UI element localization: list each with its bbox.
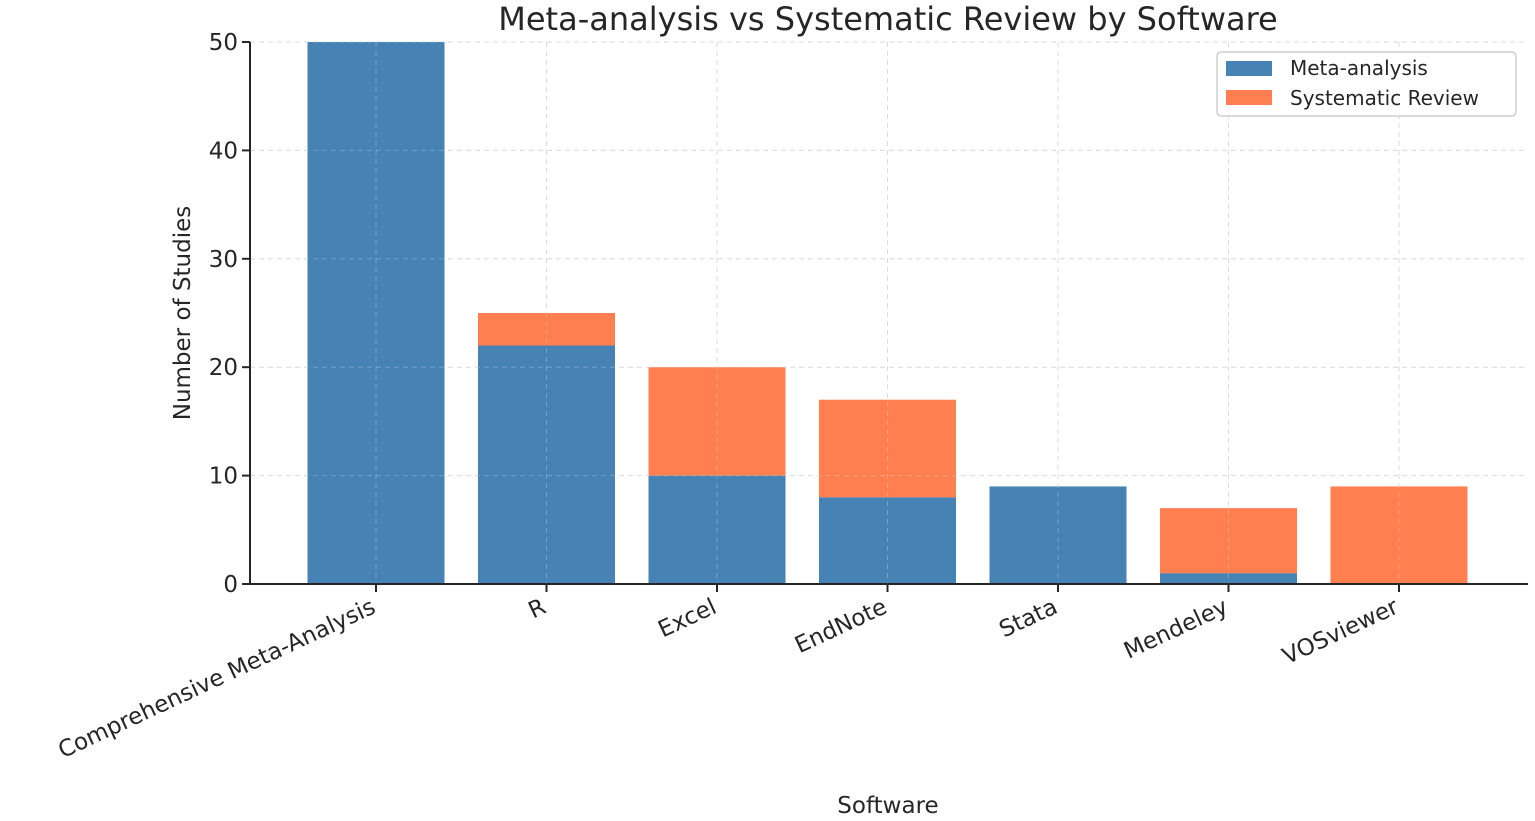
bar-meta-analysis <box>648 475 786 584</box>
x-tick-label: Comprehensive Meta-Analysis <box>54 594 379 764</box>
x-tick-label: Excel <box>654 594 720 643</box>
bar-systematic-review <box>819 399 956 498</box>
x-tick-label: Stata <box>995 594 1061 643</box>
chart-title: Meta-analysis vs Systematic Review by So… <box>498 0 1277 38</box>
y-tick-label: 30 <box>209 247 238 273</box>
bar-systematic-review <box>648 367 786 476</box>
x-tick-label: R <box>525 594 550 624</box>
bar-meta-analysis <box>478 345 615 584</box>
y-tick-label: 20 <box>209 355 238 381</box>
y-axis-label: Number of Studies <box>170 206 196 421</box>
bar-systematic-review <box>1330 486 1468 584</box>
legend-frame <box>1216 51 1517 117</box>
y-tick-label: 50 <box>209 30 238 56</box>
y-tick-label: 10 <box>209 464 238 490</box>
y-tick-label: 40 <box>209 138 238 164</box>
bar-systematic-review <box>1160 508 1297 574</box>
legend-swatch-systematic-review <box>1226 90 1272 105</box>
bar-meta-analysis <box>819 497 956 584</box>
x-tick-label: Mendeley <box>1120 594 1232 665</box>
bar-meta-analysis <box>307 42 445 584</box>
axes <box>242 41 1528 592</box>
x-axis-label: Software <box>837 793 938 819</box>
legend-label-meta-analysis: Meta-analysis <box>1290 56 1428 80</box>
legend-swatch-meta-analysis <box>1226 61 1272 76</box>
bars <box>250 41 1528 585</box>
bar-meta-analysis <box>1160 573 1297 584</box>
y-tick-label: 0 <box>223 572 238 598</box>
legend-label-systematic-review: Systematic Review <box>1290 86 1479 110</box>
x-tick-label: VOSviewer <box>1279 594 1403 670</box>
bar-systematic-review <box>478 313 615 346</box>
bar-meta-analysis <box>989 486 1127 584</box>
x-tick-label: EndNote <box>791 594 891 659</box>
legend: Meta-analysis Systematic Review <box>1216 51 1517 117</box>
